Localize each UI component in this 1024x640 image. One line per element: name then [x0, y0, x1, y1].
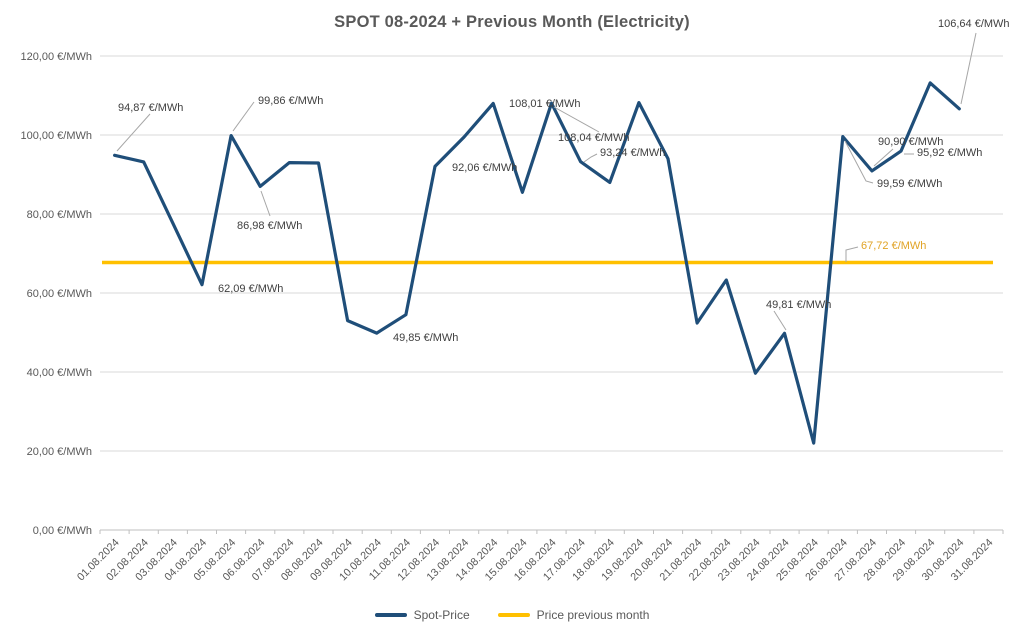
data-label: 92,06 €/MWh — [452, 162, 517, 174]
legend-item-spot-price: Spot-Price — [374, 608, 470, 622]
data-label: 108,01 €/MWh — [509, 98, 581, 110]
data-label: 86,98 €/MWh — [237, 220, 302, 232]
annotation-leader-line — [845, 246, 859, 262]
data-label: 94,87 €/MWh — [118, 102, 183, 114]
data-label: 106,64 €/MWh — [938, 18, 1010, 30]
data-label: 93,24 €/MWh — [600, 147, 665, 159]
annotation-leader-line — [583, 153, 598, 163]
data-label: 108,04 €/MWh — [558, 132, 630, 144]
annotation-leader-line — [873, 148, 894, 167]
legend-line-swatch — [497, 613, 530, 617]
legend-line-swatch — [374, 613, 407, 617]
y-axis-tick-label: 100,00 €/MWh — [20, 130, 92, 142]
spot-price-series-line — [112, 81, 961, 445]
data-label: 49,81 €/MWh — [766, 299, 831, 311]
data-label: 90,90 €/MWh — [878, 136, 943, 148]
annotation-leader-line — [960, 32, 977, 105]
annotation-leader-line — [844, 140, 874, 184]
y-axis-tick-label: 20,00 €/MWh — [27, 446, 92, 458]
data-label: 95,92 €/MWh — [917, 147, 982, 159]
data-label: 49,85 €/MWh — [393, 332, 458, 344]
data-label: 62,09 €/MWh — [218, 283, 283, 295]
legend-item-price-previous-month: Price previous month — [497, 608, 650, 622]
annotation-leader-line — [116, 113, 151, 152]
annotation-leader-line — [553, 106, 600, 133]
data-label: 67,72 €/MWh — [861, 240, 926, 252]
y-axis-tick-label: 120,00 €/MWh — [20, 51, 92, 63]
data-label: 99,59 €/MWh — [877, 178, 942, 190]
chart-legend: Spot-Price Price previous month — [0, 608, 1024, 622]
annotation-leader-line — [232, 101, 255, 132]
chart-title: SPOT 08-2024 + Previous Month (Electrici… — [334, 13, 690, 31]
annotation-leader-line — [773, 310, 787, 331]
y-axis-tick-label: 40,00 €/MWh — [27, 367, 92, 379]
y-axis-tick-label: 80,00 €/MWh — [27, 209, 92, 221]
data-label: 99,86 €/MWh — [258, 95, 323, 107]
y-axis-tick-label: 0,00 €/MWh — [33, 525, 92, 537]
legend-label: Spot-Price — [413, 608, 470, 622]
annotation-leader-line — [260, 190, 271, 217]
legend-label: Price previous month — [536, 608, 650, 622]
y-axis-tick-label: 60,00 €/MWh — [27, 288, 92, 300]
